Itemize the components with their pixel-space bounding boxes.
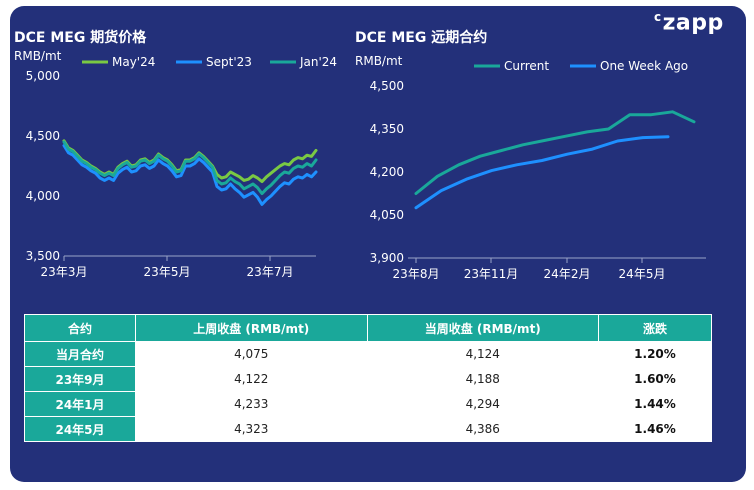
row-last-week: 4,075 xyxy=(135,341,368,367)
y-tick-label: 4,500 xyxy=(26,129,60,143)
left-chart-title: DCE MEG 期货价格 xyxy=(14,30,147,46)
row-this-week: 4,124 xyxy=(366,341,599,367)
x-tick-label: 24年5月 xyxy=(619,267,666,281)
table-header-row: 合约 上周收盘 (RMB/mt) 当周收盘 (RMB/mt) 涨跌 xyxy=(24,314,712,342)
row-contract: 当月合约 xyxy=(24,341,136,367)
x-tick-label: 23年8月 xyxy=(393,267,440,281)
row-this-week: 4,386 xyxy=(366,416,599,442)
logo-text: zapp xyxy=(662,10,724,36)
row-contract: 23年9月 xyxy=(24,366,136,392)
header-contract: 合约 xyxy=(24,314,136,342)
table-row: 23年9月 4,122 4,188 1.60% xyxy=(24,366,712,392)
futures-price-chart: RMB/mt 3,500 4,000 4,500 5,000 23年3月 23年5月 23年7… xyxy=(14,49,337,279)
y-tick-label: 5,000 xyxy=(26,69,60,83)
y-axis-unit-label: RMB/mt xyxy=(14,49,62,63)
series-line-2 xyxy=(62,140,318,196)
y-tick-label: 4,000 xyxy=(26,189,60,203)
y-axis-unit-label: RMB/mt xyxy=(355,54,403,68)
series-line-1 xyxy=(414,135,670,210)
table-row: 24年1月 4,233 4,294 1.44% xyxy=(24,391,712,417)
contracts-table: 合约 上周收盘 (RMB/mt) 当周收盘 (RMB/mt) 涨跌 当月合约 4… xyxy=(24,314,712,442)
row-change: 1.20% xyxy=(598,341,712,367)
table-row: 当月合约 4,075 4,124 1.20% xyxy=(24,341,712,367)
legend-label: Jan'24 xyxy=(299,55,337,69)
y-tick-label: 3,900 xyxy=(370,251,404,265)
legend-label: May'24 xyxy=(112,55,155,69)
zapp-logo: czapp xyxy=(654,10,724,35)
row-contract: 24年5月 xyxy=(24,416,136,442)
legend-label: Current xyxy=(504,59,549,73)
y-tick-label: 3,500 xyxy=(26,249,60,263)
x-tick-label: 23年11月 xyxy=(464,267,519,281)
row-change: 1.44% xyxy=(598,391,712,417)
header-last-week-close: 上周收盘 (RMB/mt) xyxy=(135,314,368,342)
x-tick-label: 23年7月 xyxy=(247,265,294,279)
y-tick-label: 4,500 xyxy=(370,79,404,93)
y-tick-label: 4,200 xyxy=(370,165,404,179)
row-last-week: 4,122 xyxy=(135,366,368,392)
row-contract: 24年1月 xyxy=(24,391,136,417)
row-last-week: 4,323 xyxy=(135,416,368,442)
x-tick-label: 24年2月 xyxy=(544,267,591,281)
forward-curve-chart: RMB/mt 3,900 4,050 4,200 4,350 4,500 23年8月 23年1… xyxy=(355,54,706,281)
right-chart-title: DCE MEG 远期合约 xyxy=(355,30,488,46)
row-change: 1.60% xyxy=(598,366,712,392)
y-tick-label: 4,350 xyxy=(370,122,404,136)
row-this-week: 4,188 xyxy=(366,366,599,392)
row-this-week: 4,294 xyxy=(366,391,599,417)
header-this-week-close: 当周收盘 (RMB/mt) xyxy=(366,314,599,342)
row-last-week: 4,233 xyxy=(135,391,368,417)
legend-label: One Week Ago xyxy=(600,59,688,73)
y-tick-label: 4,050 xyxy=(370,208,404,222)
series-line-1 xyxy=(62,144,318,206)
series-line-0 xyxy=(414,110,696,195)
logo-mark-icon: c xyxy=(654,10,662,24)
table-row: 24年5月 4,323 4,386 1.46% xyxy=(24,416,712,442)
header-change: 涨跌 xyxy=(598,314,712,342)
x-tick-label: 23年3月 xyxy=(41,265,88,279)
legend-label: Sept'23 xyxy=(206,55,252,69)
row-change: 1.46% xyxy=(598,416,712,442)
x-tick-label: 23年5月 xyxy=(144,265,191,279)
